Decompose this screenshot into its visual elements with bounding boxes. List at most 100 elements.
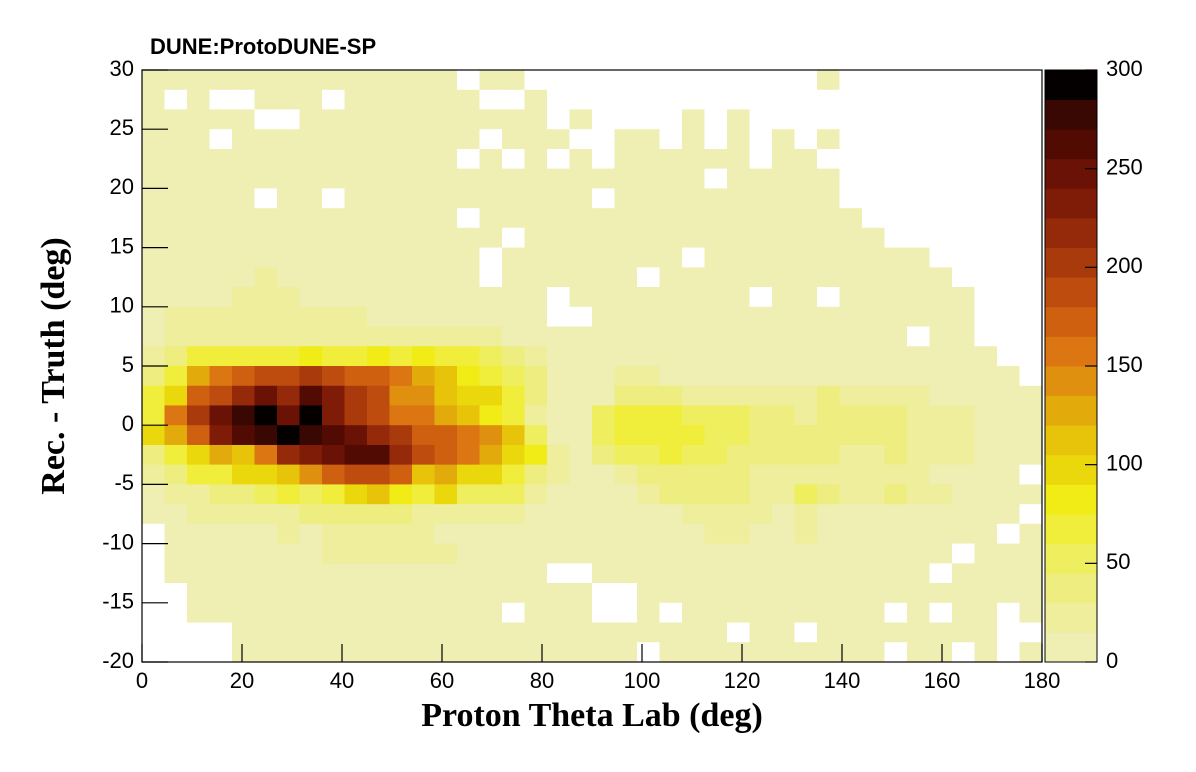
cell xyxy=(479,168,503,189)
cell xyxy=(254,89,278,110)
cell xyxy=(232,444,255,466)
cell xyxy=(704,267,728,288)
cell xyxy=(412,168,435,189)
cell xyxy=(997,464,1020,485)
cell xyxy=(704,247,728,268)
cell xyxy=(637,622,660,643)
cell xyxy=(322,523,345,544)
cell xyxy=(637,70,660,91)
cell xyxy=(839,208,863,229)
cell xyxy=(367,464,390,485)
y-tick-label: -20 xyxy=(102,648,134,673)
cell xyxy=(254,484,278,505)
cell xyxy=(614,227,638,248)
cell xyxy=(434,642,458,663)
cell xyxy=(389,602,413,623)
cell xyxy=(232,583,255,604)
cell xyxy=(974,267,998,288)
cell xyxy=(952,622,975,643)
cell xyxy=(862,543,885,564)
cell xyxy=(569,405,593,426)
cell xyxy=(592,425,615,446)
cell xyxy=(479,306,503,327)
cell xyxy=(502,602,525,623)
cell xyxy=(749,326,773,347)
cell xyxy=(209,109,233,130)
cell xyxy=(974,346,998,367)
cell xyxy=(164,208,188,229)
cell xyxy=(727,464,750,485)
cell xyxy=(772,583,795,604)
cell xyxy=(164,543,188,564)
cell xyxy=(839,464,863,485)
cell xyxy=(727,109,750,130)
cell xyxy=(637,129,660,150)
cell xyxy=(322,247,345,268)
cell xyxy=(254,129,278,150)
cell xyxy=(502,148,525,170)
cell xyxy=(997,109,1020,130)
cell xyxy=(637,366,660,387)
cell xyxy=(322,622,345,643)
cell xyxy=(592,247,615,268)
cell xyxy=(772,543,795,564)
cell xyxy=(434,227,458,248)
cell xyxy=(389,168,413,189)
cell xyxy=(434,109,458,130)
cell xyxy=(569,583,593,604)
cell xyxy=(367,89,390,110)
cell xyxy=(817,504,840,525)
cell xyxy=(209,642,233,663)
cell xyxy=(884,366,908,387)
cell xyxy=(209,583,233,604)
cell xyxy=(884,227,908,248)
cell xyxy=(839,602,863,623)
cell xyxy=(817,346,840,367)
cell xyxy=(659,287,683,308)
cell xyxy=(839,227,863,248)
cell xyxy=(322,405,345,426)
cell xyxy=(434,523,458,544)
cell xyxy=(997,425,1020,446)
cell xyxy=(232,109,255,130)
cell xyxy=(299,227,323,248)
cell xyxy=(344,583,368,604)
cell xyxy=(412,148,435,170)
cell xyxy=(862,642,885,663)
cell xyxy=(367,129,390,150)
cell xyxy=(299,543,323,564)
cell xyxy=(187,267,210,288)
cell xyxy=(254,247,278,268)
cell xyxy=(479,464,503,485)
cell xyxy=(142,70,165,91)
cell xyxy=(727,504,750,525)
cell xyxy=(772,109,795,130)
cell xyxy=(884,168,908,189)
cell xyxy=(344,346,368,367)
cell xyxy=(1019,563,1043,584)
cell xyxy=(209,464,233,485)
cell xyxy=(299,208,323,229)
cell xyxy=(344,129,368,150)
cell xyxy=(614,168,638,189)
cell xyxy=(704,168,728,189)
cell xyxy=(704,306,728,327)
cell xyxy=(277,405,300,426)
cell xyxy=(277,346,300,367)
cell xyxy=(929,109,953,130)
cell xyxy=(974,366,998,387)
cell xyxy=(412,622,435,643)
cell xyxy=(457,227,480,248)
cell xyxy=(457,366,480,387)
cell xyxy=(929,622,953,643)
cell xyxy=(614,346,638,367)
cell xyxy=(929,602,953,623)
cell xyxy=(277,148,300,170)
cell xyxy=(862,109,885,130)
cell xyxy=(457,306,480,327)
cell xyxy=(772,523,795,544)
cell xyxy=(794,109,818,130)
cell xyxy=(839,583,863,604)
cell xyxy=(727,366,750,387)
cell xyxy=(1019,227,1043,248)
